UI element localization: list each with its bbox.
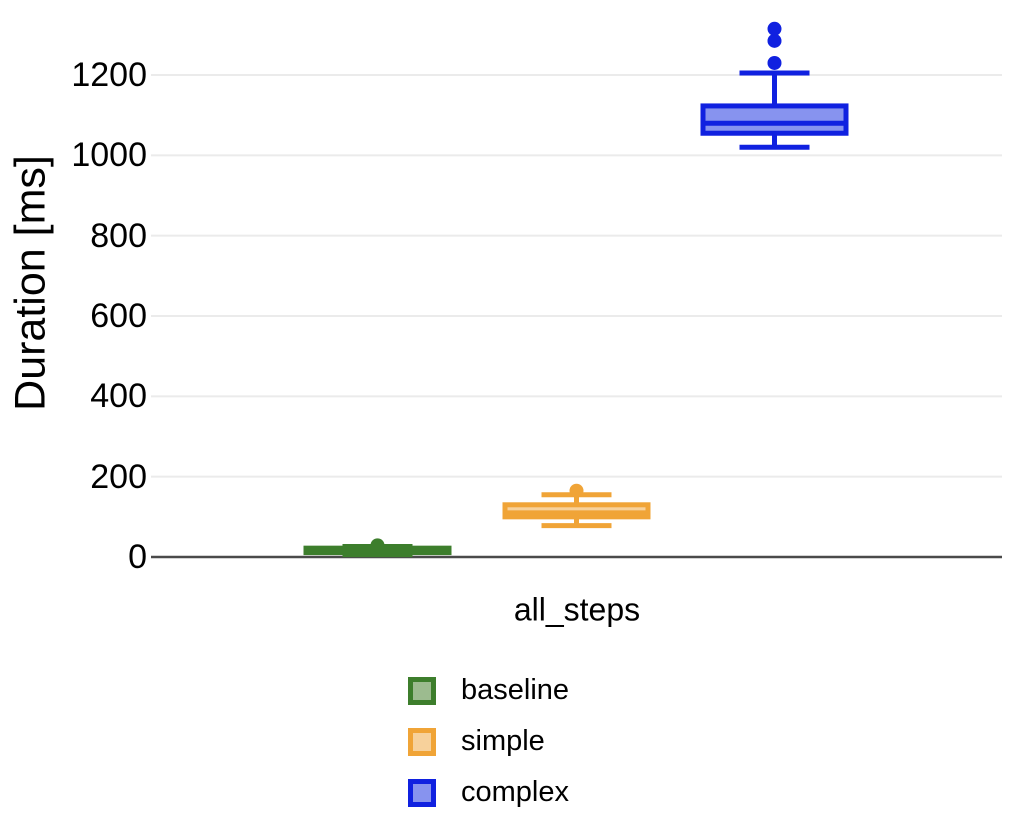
box-simple-outlier xyxy=(569,483,584,498)
x-axis-category-label: all_steps xyxy=(513,591,641,628)
y-tick-label: 1200 xyxy=(71,56,147,94)
legend-swatch-icon xyxy=(408,778,436,807)
box-complex-outlier xyxy=(767,55,782,70)
legend-swatch-icon xyxy=(408,727,436,756)
y-tick-label: 800 xyxy=(90,216,147,255)
legend: baseline simple complex xyxy=(408,676,569,828)
box-complex-outlier xyxy=(767,33,782,48)
box-complex-iqr xyxy=(700,103,849,136)
legend-label: complex xyxy=(461,776,569,808)
y-tick-label: 400 xyxy=(90,377,147,416)
legend-item-baseline: baseline xyxy=(408,676,569,705)
y-tick-label: 0 xyxy=(128,538,147,576)
box-complex-outlier xyxy=(767,21,782,36)
legend-item-simple: simple xyxy=(408,727,569,756)
box-baseline-outlier xyxy=(370,538,385,553)
y-tick-label: 200 xyxy=(90,457,147,496)
y-axis-title: Duration [ms] xyxy=(6,155,55,411)
legend-label: baseline xyxy=(461,674,570,706)
y-tick-label: 600 xyxy=(90,297,147,335)
legend-swatch-icon xyxy=(408,676,436,705)
legend-label: simple xyxy=(461,725,545,757)
y-tick-label: 1000 xyxy=(71,136,147,175)
legend-item-complex: complex xyxy=(408,778,569,807)
